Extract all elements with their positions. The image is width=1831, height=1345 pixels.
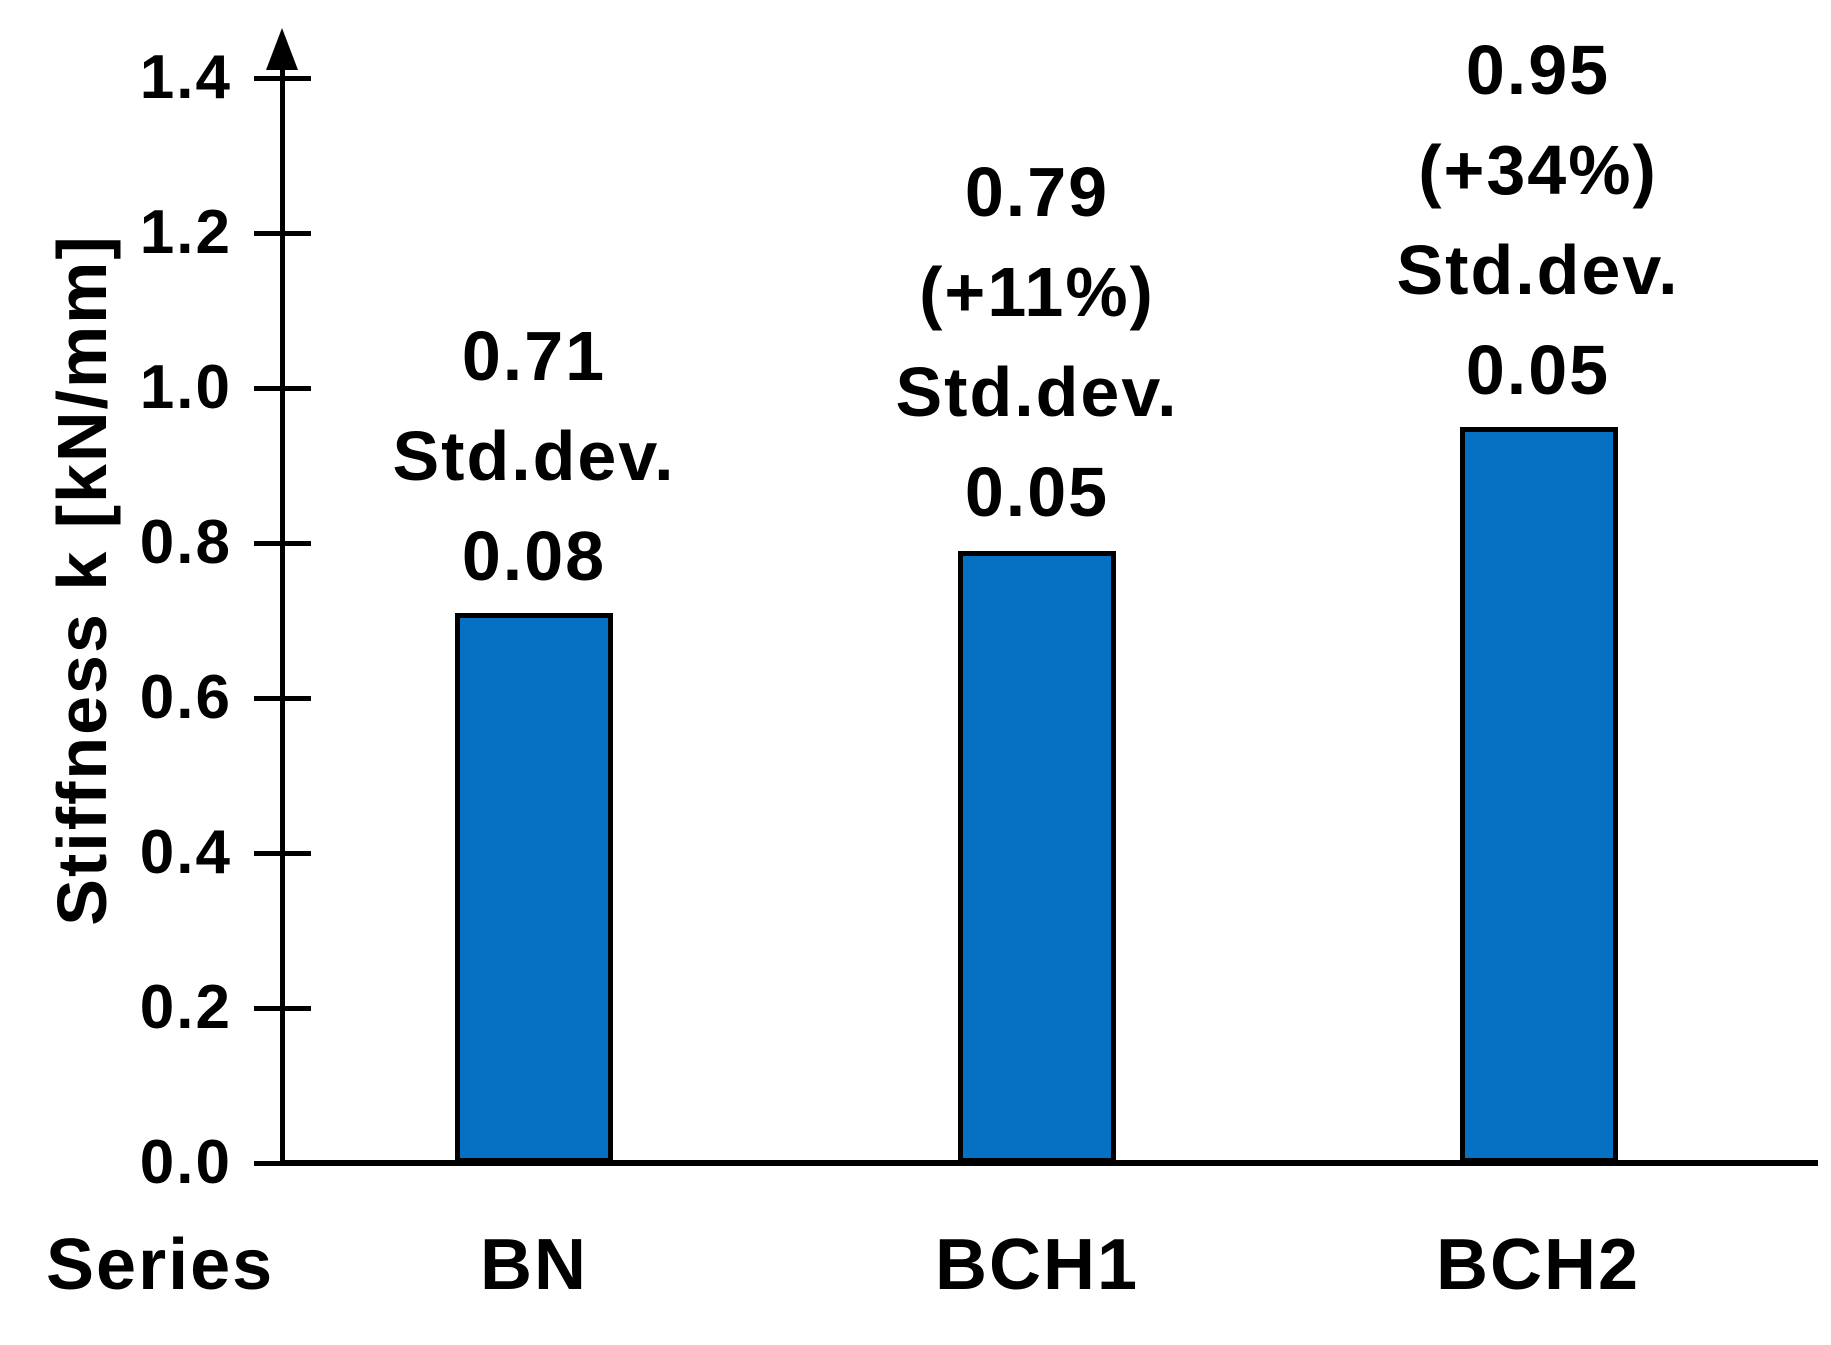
category-label-bch2: BCH2 [1435, 1225, 1641, 1305]
y-tick-label-0.6: 0.6 [139, 663, 232, 732]
y-tick-mark-1.0 [254, 385, 311, 391]
y-tick-label-0.4: 0.4 [139, 818, 232, 887]
y-tick-label-1.0: 1.0 [139, 353, 232, 422]
y-tick-mark-0.4 [254, 850, 311, 856]
annotation-bch2-stddev-label: Std.dev. [1396, 231, 1680, 309]
y-tick-label-1.2: 1.2 [139, 198, 232, 267]
annotation-bch2-stddev-value: 0.05 [1465, 331, 1611, 409]
annotation-bch2: 0.95 (+34%) Std.dev. 0.05 [1278, 20, 1798, 420]
y-axis-title: Stiffness k [kN/mm] [43, 234, 121, 926]
y-tick-mark-1.4 [254, 75, 311, 81]
annotation-bch1-value: 0.79 [964, 153, 1110, 231]
y-tick-mark-0.2 [254, 1005, 311, 1011]
y-tick-mark-0.8 [254, 540, 311, 546]
annotation-bn-stddev-label: Std.dev. [392, 417, 676, 495]
annotation-bch2-percent: (+34%) [1418, 131, 1658, 209]
y-axis-line [279, 55, 285, 1165]
y-tick-label-0.8: 0.8 [139, 508, 232, 577]
y-tick-label-1.4: 1.4 [139, 43, 232, 112]
annotation-bn-stddev-value: 0.08 [461, 517, 607, 595]
annotation-bn: 0.71 Std.dev. 0.08 [274, 306, 794, 606]
bar-bn [455, 613, 613, 1163]
y-tick-label-0.2: 0.2 [139, 973, 232, 1042]
annotation-bch2-value: 0.95 [1465, 31, 1611, 109]
series-row-label: Series [46, 1225, 275, 1305]
category-label-bch1: BCH1 [934, 1225, 1140, 1305]
annotation-bch1-stddev-value: 0.05 [964, 453, 1110, 531]
annotation-bch1-percent: (+11%) [919, 253, 1155, 331]
annotation-bn-value: 0.71 [461, 317, 607, 395]
y-tick-mark-0.6 [254, 695, 311, 701]
annotation-bch1-stddev-label: Std.dev. [895, 353, 1179, 431]
annotation-bch1: 0.79 (+11%) Std.dev. 0.05 [777, 142, 1297, 542]
y-tick-mark-1.2 [254, 230, 311, 236]
category-label-bn: BN [480, 1225, 588, 1305]
bar-bch2 [1460, 427, 1618, 1163]
y-tick-label-0.0: 0.0 [139, 1128, 232, 1197]
bar-bch1 [958, 551, 1116, 1163]
x-axis-line [280, 1160, 1818, 1166]
